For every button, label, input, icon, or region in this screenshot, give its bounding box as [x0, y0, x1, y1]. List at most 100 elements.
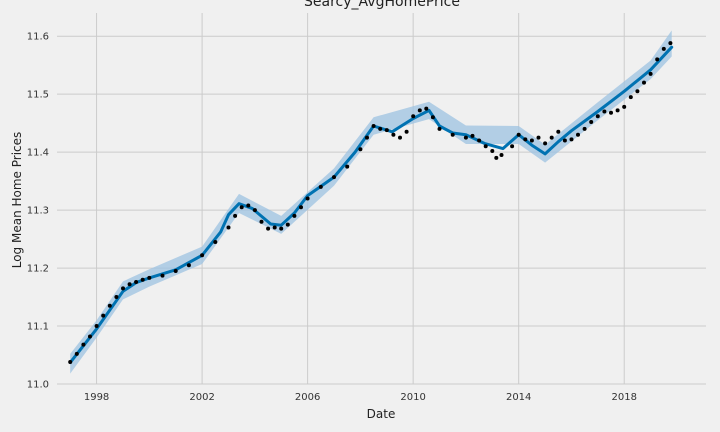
observed-point: [173, 269, 178, 273]
observed-point: [68, 360, 73, 364]
observed-point: [391, 132, 396, 137]
observed-point: [121, 286, 125, 291]
observed-point: [668, 41, 673, 46]
observed-point: [628, 95, 633, 100]
y-axis-title: Log Mean Home Prices: [10, 132, 24, 269]
y-tick-label: 11.4: [27, 148, 49, 159]
observed-point: [494, 155, 499, 160]
y-tick-label: 11.5: [27, 90, 49, 101]
observed-point: [490, 149, 495, 153]
observed-point: [549, 135, 554, 140]
observed-point: [562, 138, 567, 143]
observed-point: [378, 126, 383, 131]
observed-point: [470, 133, 475, 138]
observed-point: [200, 253, 205, 258]
observed-point: [529, 138, 534, 143]
observed-point: [398, 135, 402, 140]
observed-point: [602, 109, 607, 114]
observed-point: [569, 137, 574, 142]
observed-point: [615, 108, 620, 113]
observed-point: [94, 324, 99, 328]
observed-point: [365, 135, 369, 140]
observed-point: [332, 175, 336, 180]
y-tick-label: 11.0: [27, 380, 49, 391]
observed-point: [417, 108, 422, 113]
observed-point: [635, 89, 640, 94]
gridlines: [57, 13, 706, 385]
y-axis-ticks: 11.0 11.1 11.2 11.3 11.4 11.5 11.6: [27, 32, 49, 391]
observed-point: [318, 184, 323, 189]
observed-point: [642, 80, 646, 85]
observed-point: [88, 334, 92, 339]
observed-point: [259, 219, 264, 224]
observed-point: [226, 225, 231, 230]
observed-point: [233, 213, 238, 218]
observed-point: [622, 104, 627, 109]
observed-point: [186, 263, 191, 268]
observed-point: [279, 226, 284, 231]
observed-point: [246, 203, 251, 208]
observed-point: [299, 205, 303, 210]
x-tick-label: 2002: [189, 392, 214, 403]
observed-point: [213, 240, 218, 244]
x-tick-label: 2014: [506, 392, 531, 403]
observed-point: [140, 277, 145, 282]
observed-point: [114, 295, 119, 299]
observed-point: [127, 282, 132, 287]
observed-point: [134, 280, 139, 284]
observed-point: [556, 129, 561, 134]
observed-point: [648, 71, 653, 76]
x-axis-ticks: 1998 2002 2006 2010 2014 2018: [84, 392, 637, 403]
observed-point: [358, 147, 363, 152]
observed-point: [655, 57, 660, 62]
observed-point: [252, 208, 257, 213]
observed-point: [510, 144, 515, 149]
chart-title: Searcy_AvgHomePrice: [304, 0, 460, 10]
observed-point: [384, 128, 389, 133]
observed-point: [292, 213, 297, 218]
observed-point: [516, 132, 521, 137]
observed-point: [523, 137, 528, 142]
y-tick-label: 11.2: [27, 264, 49, 275]
observed-point: [345, 164, 350, 169]
observed-point: [576, 132, 580, 137]
observed-point: [543, 141, 548, 146]
observed-point: [81, 342, 86, 347]
observed-point: [424, 106, 429, 111]
observed-point: [101, 313, 106, 318]
observed-point: [437, 126, 442, 131]
observed-point: [430, 115, 435, 120]
observed-point: [404, 129, 409, 134]
observed-point: [160, 273, 165, 278]
observed-point: [411, 114, 416, 119]
x-tick-label: 2010: [400, 392, 425, 403]
observed-point: [450, 132, 455, 137]
y-tick-label: 11.1: [27, 322, 49, 333]
observed-point: [74, 351, 79, 356]
observed-point: [536, 135, 541, 140]
observed-point: [147, 275, 152, 280]
observed-point: [272, 225, 277, 230]
x-tick-label: 1998: [84, 392, 109, 403]
observed-point: [595, 114, 600, 119]
observed-points-layer: [68, 41, 673, 364]
y-tick-label: 11.3: [27, 206, 49, 217]
observed-point: [463, 135, 468, 140]
observed-point: [477, 138, 482, 143]
observed-point: [107, 303, 112, 308]
observed-point: [661, 46, 666, 51]
observed-point: [582, 126, 587, 131]
x-axis-title: Date: [367, 407, 396, 421]
x-tick-label: 2018: [611, 392, 636, 403]
observed-point: [483, 144, 488, 149]
observed-point: [499, 153, 504, 157]
x-tick-label: 2006: [295, 392, 320, 403]
observed-point: [239, 205, 244, 210]
observed-point: [589, 120, 594, 124]
observed-point: [305, 196, 310, 201]
observed-point: [285, 222, 290, 227]
observed-point: [609, 110, 613, 115]
y-tick-label: 11.6: [27, 32, 49, 43]
